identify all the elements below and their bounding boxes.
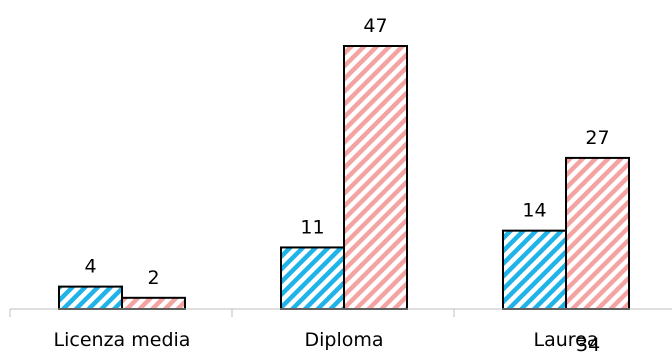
data-label: 4 [84,256,96,278]
page-number: 34 [576,334,601,356]
data-label: 47 [363,15,387,37]
data-label: 27 [585,127,609,149]
data-label: 11 [300,216,324,238]
category-label: Licenza media [54,329,191,351]
bar-series2-diploma [343,45,408,310]
category-label: Diploma [304,329,383,351]
category-label: Laurea [534,329,599,351]
bar-series1-diploma [280,246,345,310]
bar-series2-laurea [565,156,630,310]
bar-series1-licenza-media [58,285,123,311]
data-label: 2 [147,267,159,289]
bar-series2-licenza-media [121,296,186,310]
data-label: 14 [522,200,546,222]
bar-series1-laurea [502,229,567,310]
